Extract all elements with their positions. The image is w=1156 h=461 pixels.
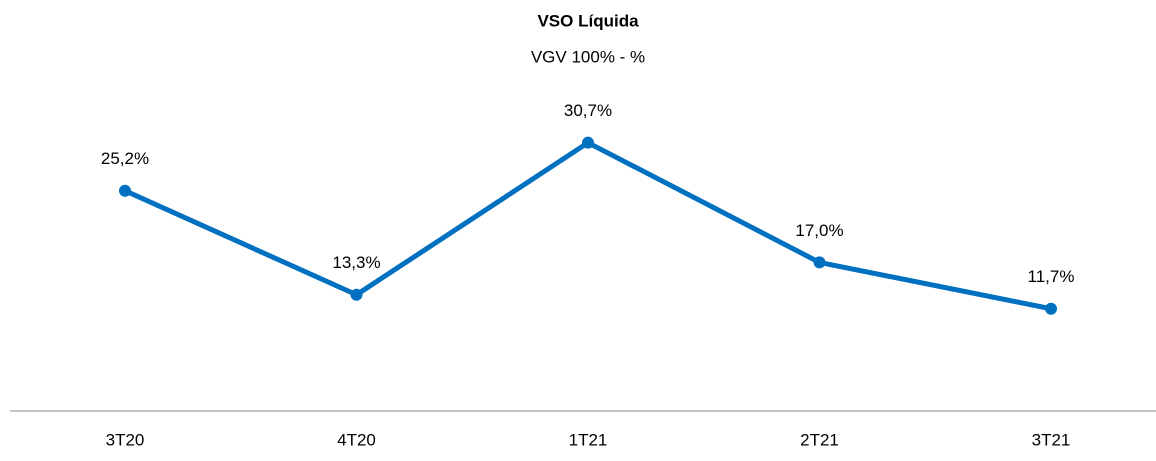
data-point bbox=[1045, 302, 1057, 315]
data-label: 17,0% bbox=[795, 221, 843, 240]
data-point bbox=[350, 288, 363, 301]
x-tick-label: 3T20 bbox=[106, 430, 145, 449]
series-line bbox=[123, 140, 1052, 312]
data-label: 13,3% bbox=[332, 253, 380, 272]
x-tick-label: 4T20 bbox=[337, 430, 376, 449]
x-tick-label: 3T21 bbox=[1032, 430, 1071, 449]
data-label: 25,2% bbox=[101, 149, 149, 168]
data-point bbox=[119, 184, 131, 197]
chart-title: VSO Líquida bbox=[537, 11, 639, 30]
chart-subtitle: VGV 100% - % bbox=[531, 47, 645, 66]
x-tick-label: 1T21 bbox=[569, 430, 608, 449]
x-tick-label: 2T21 bbox=[800, 430, 839, 449]
data-label: 30,7% bbox=[564, 101, 612, 120]
data-point bbox=[582, 136, 594, 149]
data-point bbox=[813, 256, 826, 269]
data-label: 11,7% bbox=[1028, 267, 1075, 286]
